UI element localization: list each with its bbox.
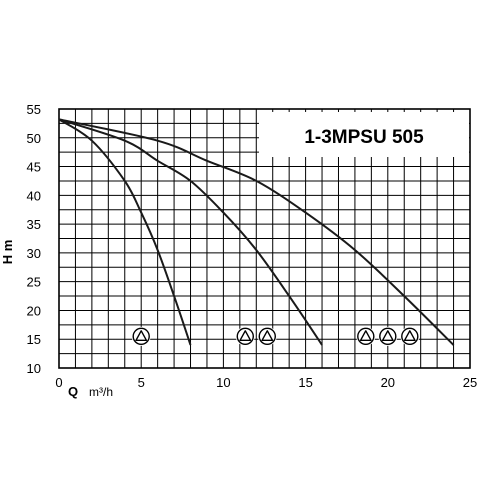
x-tick-label: 0: [55, 375, 62, 390]
pump-icon-triangle: [239, 330, 252, 342]
y-tick-label: 15: [27, 332, 41, 347]
pump-symbols: [131, 326, 420, 346]
y-tick-label: 45: [27, 160, 41, 175]
series-3-pump-curve: [58, 118, 455, 346]
y-axis-label: H m: [0, 240, 15, 265]
pump-icon: [257, 326, 277, 346]
plot-frame: [58, 108, 471, 369]
pump-icon-triangle: [261, 330, 274, 342]
x-tick-label: 5: [138, 375, 145, 390]
y-tick-label: 55: [27, 102, 41, 117]
y-tick-label: 20: [27, 303, 41, 318]
y-tick-label: 35: [27, 217, 41, 232]
performance-curves: [58, 118, 455, 346]
pump-icon-triangle: [135, 330, 148, 342]
y-tick-label: 50: [27, 131, 41, 146]
chart-title: 1-3MPSU 505: [304, 127, 424, 148]
x-tick-label: 20: [381, 375, 395, 390]
x-tick-label: 10: [216, 375, 230, 390]
x-tick-label: 25: [463, 375, 477, 390]
x-axis-unit: m³/h: [89, 385, 113, 399]
title-box: [259, 112, 469, 157]
x-axis-label: Q: [68, 384, 78, 399]
y-tick-label: 25: [27, 275, 41, 290]
pump-icon-triangle: [359, 330, 372, 342]
series-2-pump-curve: [58, 118, 323, 346]
pump-icon-triangle: [403, 330, 416, 342]
pump-icon-triangle: [381, 330, 394, 342]
y-tick-label: 10: [27, 361, 41, 376]
pump-icon: [378, 326, 398, 346]
series-1-pump-curve: [58, 118, 192, 346]
y-tick-label: 40: [27, 188, 41, 203]
pump-icon: [356, 326, 376, 346]
pump-icon: [400, 326, 420, 346]
y-tick-label: 30: [27, 246, 41, 261]
pump-icon: [235, 326, 255, 346]
pump-icon: [131, 326, 151, 346]
x-tick-label: 15: [298, 375, 312, 390]
tick-labels: 0 5 10 15 20 25 10 15 20 25 30 35 40 45 50 55: [27, 102, 478, 390]
